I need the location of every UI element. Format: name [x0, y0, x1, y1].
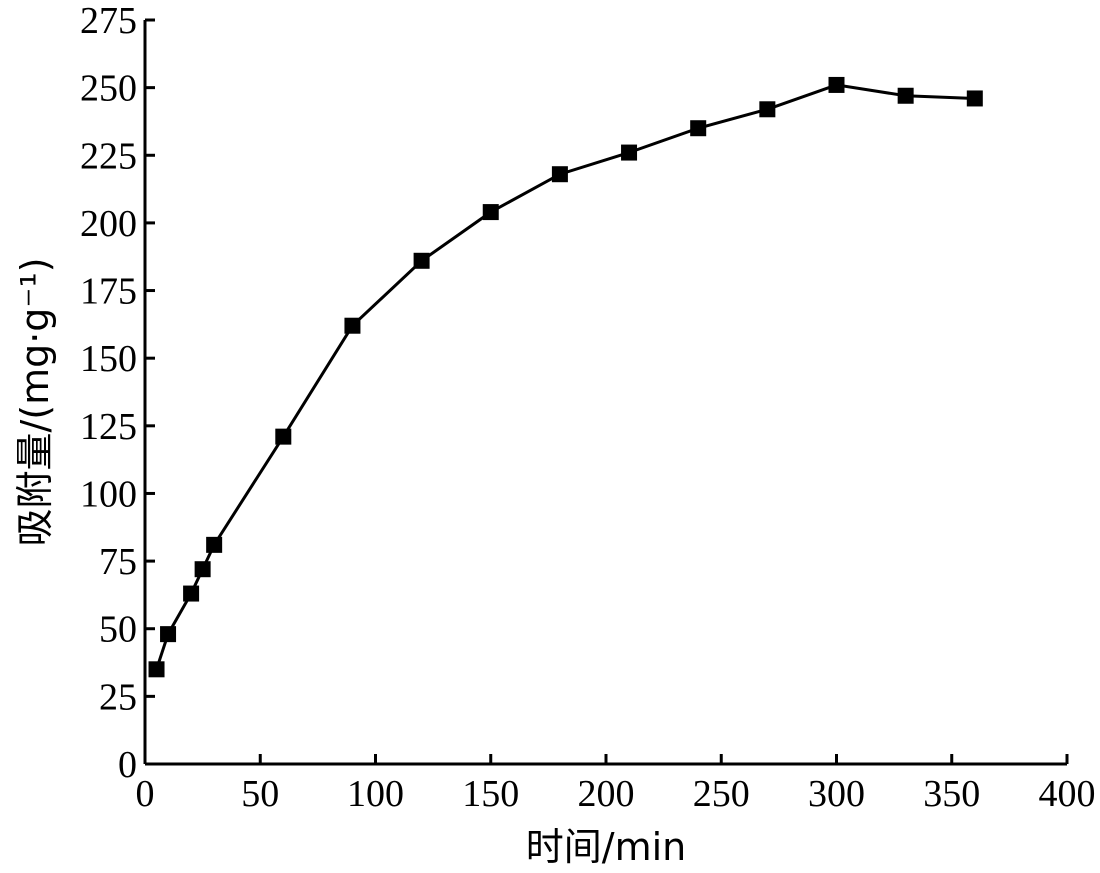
x-tick-label: 300	[808, 773, 865, 815]
y-axis-title: 吸附量/(mg·g⁻¹)	[13, 257, 57, 546]
data-point	[413, 252, 430, 269]
y-tick-label: 250	[80, 68, 137, 110]
data-point	[148, 661, 165, 678]
x-tick-label: 100	[347, 773, 404, 815]
y-tick-label: 25	[99, 676, 137, 718]
data-point	[275, 428, 292, 445]
data-point	[482, 204, 499, 221]
y-tick-label: 0	[118, 744, 137, 786]
x-tick-label: 400	[1039, 773, 1096, 815]
y-tick-label: 225	[80, 135, 137, 177]
x-axis-title: 时间/min	[526, 825, 686, 869]
y-tick-label: 75	[99, 541, 137, 583]
data-point	[690, 120, 707, 137]
y-tick-label: 125	[80, 406, 137, 448]
series-group	[148, 76, 983, 678]
y-tick-label: 100	[80, 473, 137, 515]
data-point	[183, 585, 200, 602]
x-tick-label: 50	[241, 773, 279, 815]
y-axis-ticks: 0 25 50 75 100 125 150 175 200 225 250 275	[80, 0, 155, 786]
y-tick-label: 200	[80, 203, 137, 245]
x-axis-ticks: 0 50 100 150 200 250 300 350 400	[136, 754, 1096, 815]
y-tick-label: 175	[80, 271, 137, 313]
x-tick-label: 350	[923, 773, 980, 815]
x-tick-label: 0	[136, 773, 155, 815]
data-point	[828, 76, 845, 93]
y-tick-label: 150	[80, 338, 137, 380]
x-tick-label: 250	[693, 773, 750, 815]
data-point	[759, 101, 776, 118]
y-tick-label: 50	[99, 609, 137, 651]
data-point	[194, 561, 211, 578]
data-point	[897, 87, 914, 104]
data-point	[621, 144, 638, 161]
data-point	[344, 317, 361, 334]
data-point	[160, 626, 177, 643]
data-point	[966, 90, 983, 107]
data-point	[551, 166, 568, 183]
data-point	[206, 536, 223, 553]
y-tick-label: 275	[80, 0, 137, 42]
x-tick-label: 150	[462, 773, 519, 815]
x-tick-label: 200	[578, 773, 635, 815]
series-line	[155, 83, 975, 670]
